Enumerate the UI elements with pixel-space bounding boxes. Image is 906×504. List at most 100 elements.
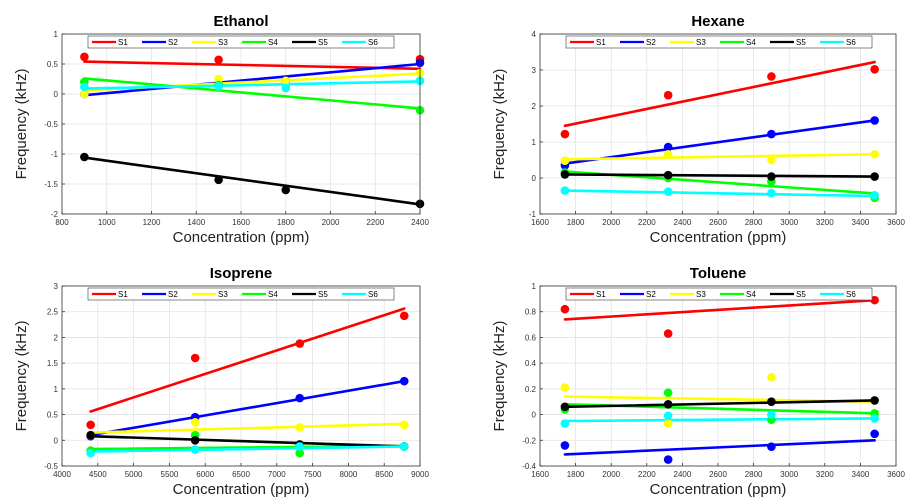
data-point-S3 — [560, 383, 570, 392]
x-tick-label: 8500 — [375, 470, 393, 479]
data-point-S1 — [214, 55, 223, 65]
y-tick-label: 0 — [54, 436, 59, 445]
x-tick-label: 1600 — [531, 218, 549, 227]
data-point-S2 — [560, 441, 570, 450]
data-point-S6 — [295, 442, 305, 451]
legend-label-S1: S1 — [118, 290, 128, 299]
data-point-S1 — [190, 353, 200, 363]
legend — [565, 35, 873, 49]
data-point-S6 — [399, 442, 409, 451]
legend-label-S2: S2 — [646, 290, 656, 299]
y-tick-label: 2.5 — [47, 308, 59, 317]
data-point-S1 — [80, 52, 89, 62]
data-point-S3 — [870, 149, 879, 159]
legend-label-S4: S4 — [746, 290, 756, 299]
fit-line-S6 — [83, 80, 422, 90]
x-tick-label: 800 — [55, 218, 69, 227]
data-point-S5 — [870, 172, 879, 181]
data-point-S6 — [870, 190, 879, 200]
legend-label-S2: S2 — [168, 38, 178, 47]
data-point-S3 — [767, 155, 776, 165]
legend-label-S5: S5 — [318, 38, 328, 47]
data-point-S2 — [399, 376, 409, 386]
x-axis-label: Concentration (ppm) — [650, 229, 787, 246]
y-tick-label: 0 — [54, 90, 59, 99]
legend — [565, 287, 873, 301]
data-point-S2 — [870, 116, 879, 125]
legend-label-S5: S5 — [796, 38, 806, 47]
y-tick-label: 0 — [532, 174, 537, 183]
x-tick-label: 2200 — [366, 218, 384, 227]
fit-line-S6 — [89, 445, 406, 453]
legend-label-S1: S1 — [596, 38, 606, 47]
x-tick-label: 6000 — [196, 470, 214, 479]
y-tick-label: -0.5 — [44, 462, 58, 471]
legend-label-S3: S3 — [218, 290, 228, 299]
legend-label-S6: S6 — [368, 38, 378, 47]
x-tick-label: 2000 — [602, 218, 620, 227]
y-tick-label: 1 — [54, 30, 59, 39]
data-point-S5 — [870, 396, 879, 405]
x-axis-label: Concentration (ppm) — [173, 481, 310, 498]
legend — [87, 287, 395, 301]
data-point-S5 — [190, 435, 200, 445]
legend-label-S6: S6 — [846, 38, 856, 47]
x-tick-label: 2600 — [709, 470, 727, 479]
data-point-S1 — [870, 64, 879, 74]
x-tick-label: 1200 — [143, 218, 161, 227]
data-point-S2 — [870, 429, 879, 439]
x-tick-label: 3400 — [852, 470, 870, 479]
y-tick-label: 0.4 — [525, 359, 537, 368]
x-tick-label: 2400 — [674, 218, 692, 227]
y-tick-label: -1 — [51, 150, 59, 159]
chart-2: 4000 4500 5000 5500 6000 6500 7000 7500 8000 8500… — [13, 265, 429, 498]
data-point-S5 — [80, 152, 89, 162]
data-point-S6 — [281, 83, 291, 93]
legend-label-S4: S4 — [746, 38, 756, 47]
chart-title: Isoprene — [210, 265, 273, 282]
y-tick-label: 0.8 — [525, 308, 537, 317]
x-tick-label: 1600 — [531, 470, 549, 479]
data-point-S1 — [295, 339, 305, 348]
data-point-S1 — [86, 420, 95, 430]
x-tick-label: 3000 — [780, 218, 798, 227]
data-point-S6 — [214, 81, 223, 91]
legend-label-S4: S4 — [268, 290, 278, 299]
x-tick-label: 1800 — [567, 218, 585, 227]
data-point-S4 — [663, 388, 673, 398]
data-point-S6 — [560, 419, 570, 428]
data-point-S5 — [663, 170, 673, 180]
y-tick-label: 3 — [54, 282, 59, 291]
fit-line-S1 — [563, 298, 876, 321]
chart-1: 1600 1800 2000 2200 2400 2600 2800 3000 3200 3400… — [491, 13, 905, 246]
chart-3: 1600 1800 2000 2200 2400 2600 2800 3000 3200 3400… — [491, 265, 905, 498]
fit-line-S2 — [83, 62, 422, 97]
y-tick-label: 1 — [532, 138, 537, 147]
x-tick-label: 3600 — [887, 218, 905, 227]
data-point-S2 — [663, 455, 673, 464]
x-tick-label: 2000 — [322, 218, 340, 227]
x-tick-label: 3600 — [887, 470, 905, 479]
fit-line-S5 — [89, 434, 406, 448]
data-point-S1 — [560, 304, 570, 314]
fit-line-S2 — [563, 438, 876, 456]
data-point-S6 — [560, 186, 570, 195]
data-point-S3 — [767, 372, 776, 382]
x-tick-label: 2200 — [638, 218, 656, 227]
x-tick-label: 1600 — [232, 218, 250, 227]
fit-line-S1 — [83, 60, 422, 71]
fit-line-S5 — [563, 173, 876, 178]
data-point-S5 — [281, 185, 291, 195]
y-tick-label: -1.5 — [44, 180, 58, 189]
data-point-S3 — [663, 419, 673, 428]
y-tick-label: 1 — [532, 282, 537, 291]
data-point-S5 — [214, 175, 223, 185]
x-tick-label: 2400 — [411, 218, 429, 227]
x-tick-label: 1400 — [187, 218, 205, 227]
x-tick-label: 2800 — [745, 218, 763, 227]
data-point-S5 — [767, 397, 776, 407]
data-point-S2 — [663, 142, 673, 152]
y-axis-label: Frequency (kHz) — [13, 321, 30, 432]
fit-line-S3 — [89, 422, 406, 434]
